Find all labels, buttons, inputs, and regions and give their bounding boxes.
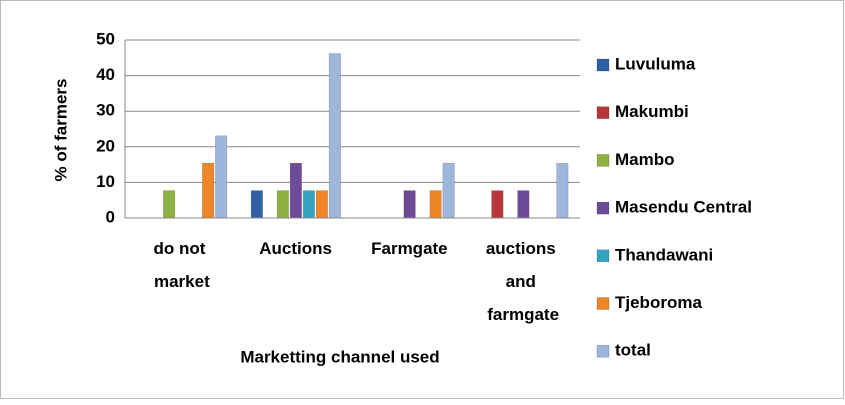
legend-label: Makumbi <box>615 102 689 121</box>
legend-swatch <box>596 154 610 167</box>
bar <box>215 135 228 219</box>
bar <box>302 190 315 219</box>
bar <box>517 190 530 219</box>
legend-label: Mambo <box>615 150 675 169</box>
bar <box>556 162 569 219</box>
bar <box>163 190 176 219</box>
y-tick-label: 0 <box>106 207 115 226</box>
legend-label: Masendu Central <box>615 198 752 217</box>
legend-swatch <box>596 249 610 263</box>
bar <box>202 162 215 219</box>
legend-swatch <box>596 344 610 358</box>
x-tick-label: Auctions <box>259 239 332 258</box>
legend-label: Thandawani <box>615 245 713 264</box>
legend-swatch <box>596 201 610 215</box>
y-tick-label: 10 <box>96 172 115 191</box>
y-tick-label: 20 <box>96 136 115 155</box>
bar <box>442 162 455 219</box>
bar <box>328 53 341 219</box>
bar <box>289 162 302 219</box>
y-tick-label: 30 <box>96 101 115 120</box>
x-tick-label: do not market <box>154 239 211 291</box>
y-tick-label: 40 <box>96 65 115 84</box>
legend-swatch <box>596 297 610 310</box>
legend-swatch <box>596 58 610 72</box>
legend-label: Tjeboroma <box>615 293 702 312</box>
x-axis-title: Marketting channel used <box>240 347 439 366</box>
legend-label: Luvuluma <box>615 54 696 73</box>
bar <box>491 190 504 219</box>
x-tick-label: Farmgate <box>371 239 448 258</box>
bar <box>250 190 263 219</box>
y-tick-label: 50 <box>96 29 115 48</box>
bar <box>429 190 442 219</box>
bar <box>403 190 416 219</box>
bar <box>315 190 328 219</box>
x-tick-label: auctions and farmgate <box>486 239 561 324</box>
bar <box>276 190 289 219</box>
legend-label: total <box>615 341 651 360</box>
legend-swatch <box>596 106 610 119</box>
y-axis-title: % of farmers <box>51 79 70 182</box>
